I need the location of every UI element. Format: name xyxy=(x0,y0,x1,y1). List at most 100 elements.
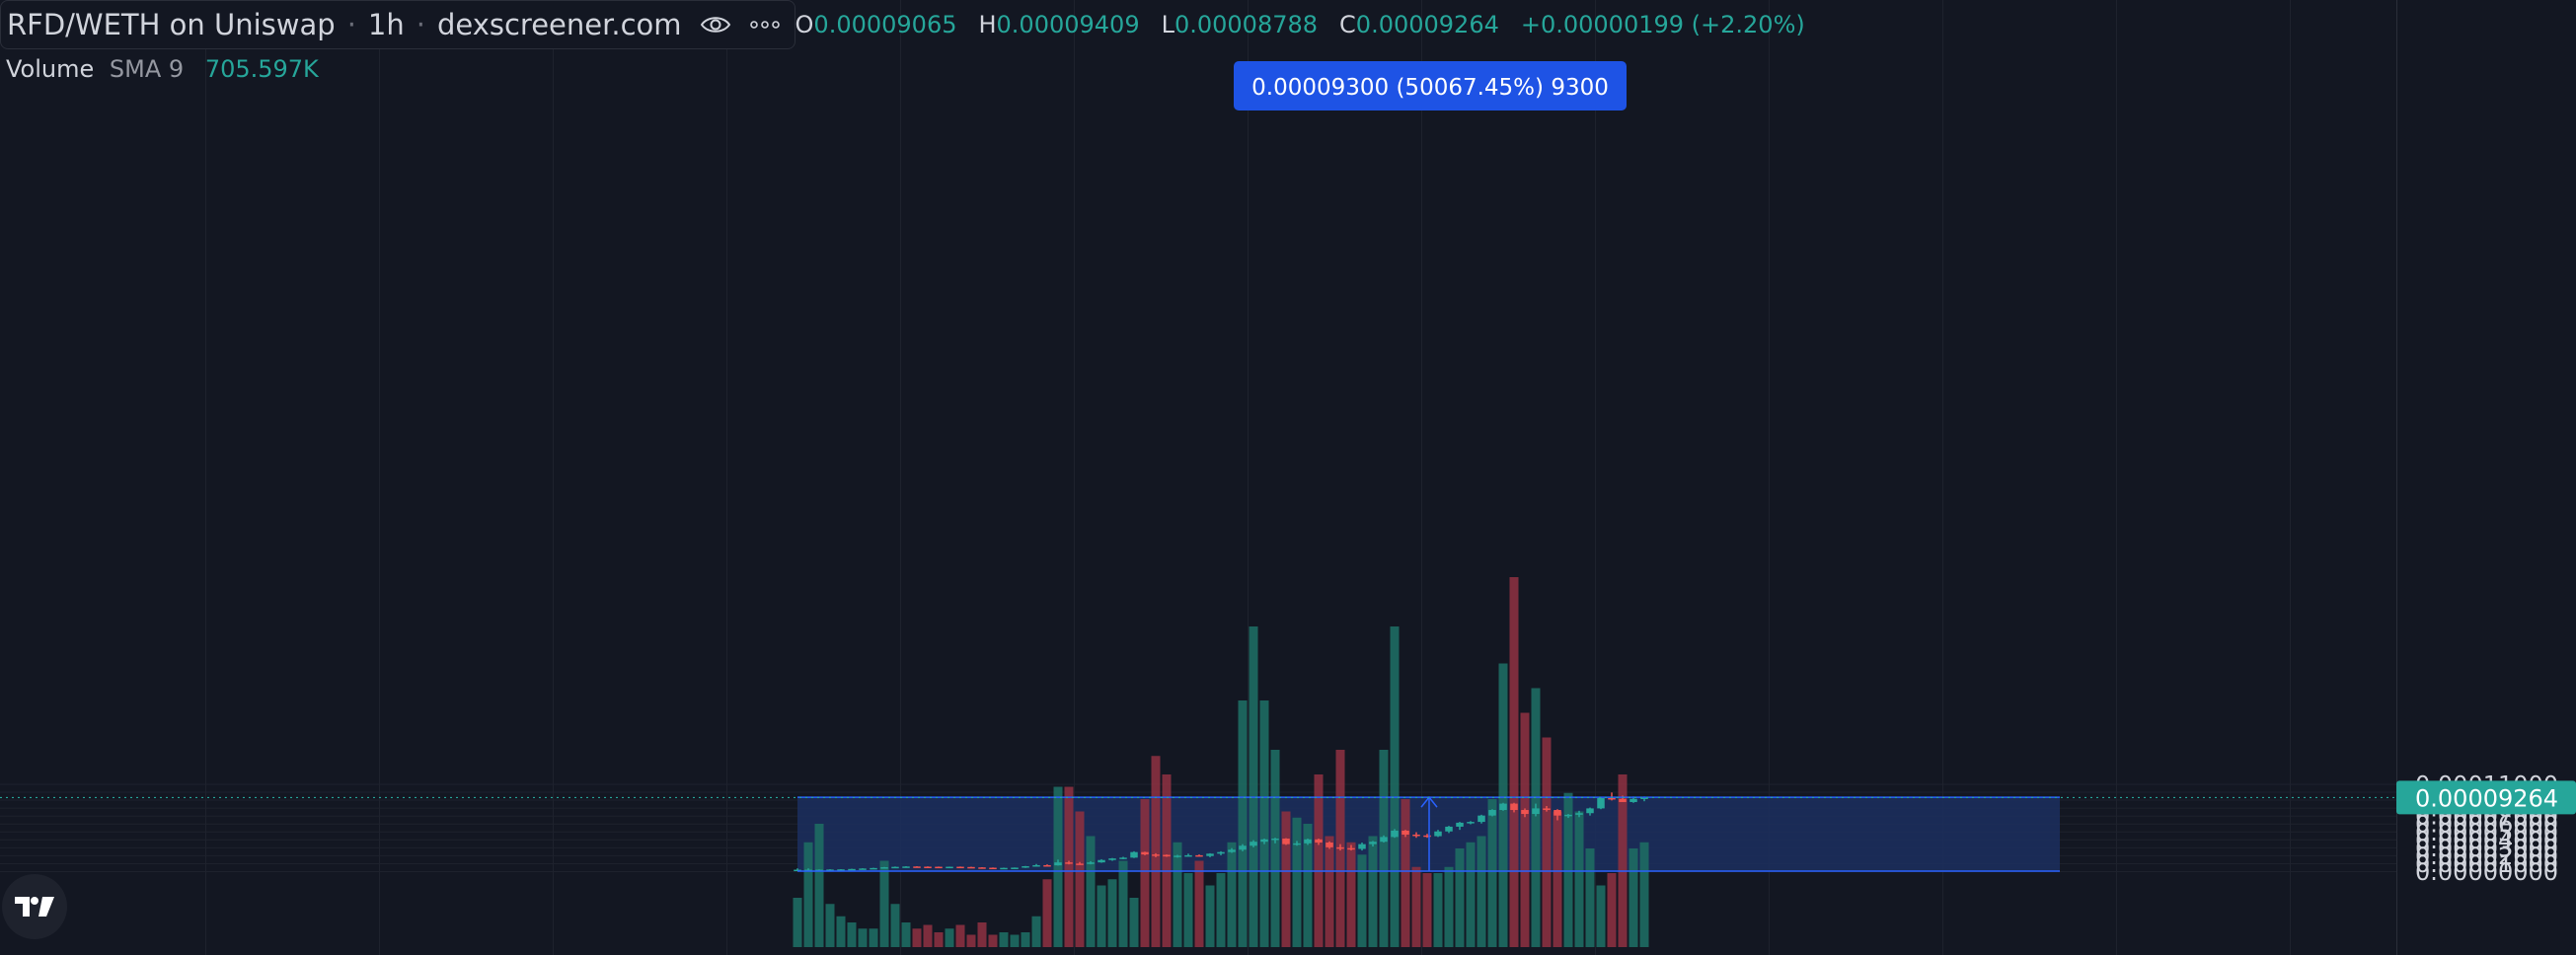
volume-bar xyxy=(1075,811,1085,947)
volume-bar xyxy=(966,934,976,947)
volume-bar xyxy=(1574,811,1584,947)
pair-title: RFD/WETH on Uniswap xyxy=(7,8,336,41)
price-axis-tick: 0.00006000 xyxy=(2415,811,2558,839)
volume-bar xyxy=(1433,873,1443,947)
volume-bar xyxy=(836,916,846,947)
candle-body xyxy=(1326,843,1333,847)
volume-bar xyxy=(1107,879,1117,947)
volume-bar xyxy=(1477,836,1486,947)
interval-label[interactable]: 1h xyxy=(367,8,405,41)
volume-bar xyxy=(977,922,987,947)
last-price-badge: 0.00009264 xyxy=(2396,780,2576,815)
more-options-icon[interactable] xyxy=(749,20,781,30)
price-axis-tick: 0.00000000 xyxy=(2415,858,2558,886)
candle-body xyxy=(1434,831,1442,837)
close-value: 0.00009264 xyxy=(1355,11,1499,38)
volume-bar xyxy=(1325,836,1334,947)
volume-bar xyxy=(1509,577,1519,947)
volume-bar xyxy=(1390,626,1400,947)
volume-bar xyxy=(1097,885,1106,947)
candle-body xyxy=(1000,867,1008,870)
candle-body xyxy=(1065,862,1073,864)
tradingview-logo[interactable] xyxy=(2,874,67,939)
volume-bar xyxy=(1639,842,1649,947)
candle-body xyxy=(1282,838,1290,845)
candle-body xyxy=(870,867,877,870)
eye-icon[interactable] xyxy=(700,14,731,36)
candle-body xyxy=(1532,808,1540,815)
candle-body xyxy=(848,868,856,871)
volume-bar xyxy=(1162,774,1172,947)
volume-bar xyxy=(1053,786,1063,947)
candle-body xyxy=(1391,830,1399,838)
candle-body xyxy=(859,868,867,870)
candle-body xyxy=(1477,815,1485,823)
volume-bar xyxy=(1216,873,1226,947)
volume-bar xyxy=(999,932,1009,947)
volume-bar xyxy=(1281,811,1291,947)
volume-bar xyxy=(1173,842,1182,947)
chart-grid xyxy=(0,0,2396,955)
volume-bar xyxy=(890,904,900,947)
volume-bar xyxy=(988,934,998,947)
candle-body xyxy=(1141,851,1149,855)
high-value: 0.00009409 xyxy=(996,11,1140,38)
candle-body xyxy=(1543,808,1551,811)
candle-body xyxy=(1054,862,1062,866)
price-axis-tick: 0.00002000 xyxy=(2415,843,2558,870)
candle-body xyxy=(1108,858,1116,860)
volume-bar xyxy=(923,924,933,947)
volume-bar xyxy=(1021,932,1030,947)
volume-bar xyxy=(934,932,944,947)
candle-body xyxy=(935,866,943,869)
candle-body xyxy=(1575,813,1583,815)
price-axis-tick: 0.00005000 xyxy=(2415,819,2558,846)
volume-bar xyxy=(1455,848,1465,947)
volume-bar xyxy=(847,922,857,947)
volume-bar xyxy=(1086,836,1096,947)
price-axis-tick: 0.00001000 xyxy=(2415,850,2558,878)
volume-bar xyxy=(1444,866,1454,947)
candle-body xyxy=(978,867,986,869)
volume-legend[interactable]: Volume SMA 9 705.597K xyxy=(6,55,319,83)
candle-body xyxy=(1456,822,1464,827)
last-price-value: 0.00009264 xyxy=(2415,784,2558,812)
volume-bar xyxy=(1249,626,1258,947)
candle-body xyxy=(1510,803,1518,811)
separator: · xyxy=(416,8,425,41)
volume-bar xyxy=(1401,799,1410,947)
price-axis-tick: 0.00004000 xyxy=(2415,827,2558,854)
volume-bar xyxy=(1129,898,1139,947)
candle-body xyxy=(1608,797,1616,800)
volume-bar xyxy=(1140,799,1150,947)
volume-bar xyxy=(825,904,835,947)
volume-bar xyxy=(1563,792,1573,947)
volume-bar xyxy=(1466,842,1476,947)
volume-bar xyxy=(1596,885,1606,947)
volume-bar xyxy=(1314,774,1324,947)
volume-sma-label: SMA 9 xyxy=(109,55,185,83)
candle-body xyxy=(1163,854,1171,857)
volume-bar xyxy=(1238,700,1248,947)
volume-bar xyxy=(1292,817,1302,947)
candle-body xyxy=(1250,842,1257,846)
candle-body xyxy=(880,867,888,869)
candle-body xyxy=(924,866,932,868)
measure-label: 0.00009300 (50067.45%) 9300 xyxy=(1234,61,1627,110)
candle-body xyxy=(1467,822,1475,824)
volume-bar xyxy=(1542,737,1552,947)
volume-bar xyxy=(1194,860,1204,947)
candle-body xyxy=(1499,803,1507,811)
volume-bar xyxy=(1042,879,1052,947)
candle-body xyxy=(1553,810,1561,816)
volume-bar xyxy=(1618,774,1628,947)
candle-body xyxy=(1586,808,1594,814)
symbol-info[interactable]: RFD/WETH on Uniswap · 1h · dexscreener.c… xyxy=(0,0,796,49)
volume-bar xyxy=(1259,700,1269,947)
volume-bar xyxy=(912,928,922,947)
volume-bar xyxy=(1520,712,1530,947)
volume-bar xyxy=(1010,934,1020,947)
candle-body xyxy=(1032,864,1040,867)
candle-body xyxy=(1087,862,1095,864)
